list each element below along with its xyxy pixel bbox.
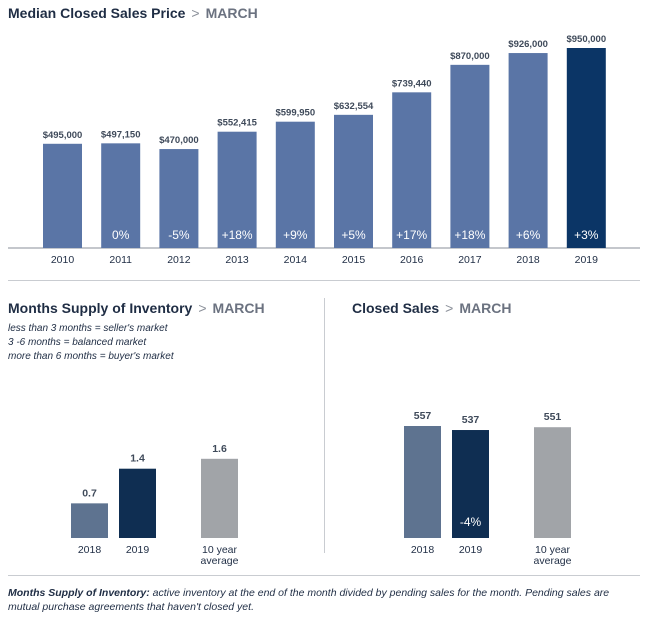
bar-2011 (101, 143, 141, 248)
price-chart-title: Median Closed Sales Price > MARCH (8, 5, 258, 21)
value-label-2015: $632,554 (334, 101, 374, 112)
tick-label-2018: 2018 (516, 254, 540, 266)
change-label-2018: +6% (516, 228, 541, 242)
value-label-2016: $739,440 (392, 78, 432, 89)
supply-legend: less than 3 months = seller's market 3 -… (8, 322, 174, 364)
sales-title-separator: > (445, 300, 454, 316)
supply-tick-label-3-line2: average (201, 555, 239, 567)
section-divider-middle (324, 298, 325, 553)
change-label-2011: 0% (112, 228, 130, 242)
sales-title-month: MARCH (459, 300, 512, 316)
legend-line-sellers: less than 3 months = seller's market (8, 323, 168, 334)
sales-value-label-2: 537 (462, 414, 480, 426)
tick-label-2011: 2011 (109, 254, 132, 266)
change-label-2017: +18% (454, 228, 485, 242)
supply-value-label-2: 1.4 (130, 453, 145, 465)
supply-bar-1 (71, 503, 108, 538)
tick-label-2012: 2012 (167, 254, 191, 266)
supply-title-main: Months Supply of Inventory (8, 300, 193, 316)
footnote-term: Months Supply of Inventory: (8, 587, 150, 599)
tick-label-2017: 2017 (458, 254, 482, 266)
bar-2014 (275, 121, 315, 248)
change-label-2014: +9% (283, 228, 308, 242)
bar-2016 (392, 92, 432, 248)
supply-title-separator: > (198, 300, 207, 316)
section-divider-top (8, 280, 640, 281)
bar-2019 (566, 48, 606, 248)
supply-bar-3 (201, 458, 238, 538)
change-label-2019: +3% (574, 228, 599, 242)
value-label-2014: $599,950 (275, 108, 315, 119)
legend-line-balanced: 3 -6 months = balanced market (8, 337, 147, 348)
value-label-2018: $926,000 (508, 39, 548, 50)
sales-value-label-3: 551 (544, 411, 562, 423)
supply-value-label-1: 0.7 (82, 487, 97, 499)
value-label-2013: $552,415 (217, 118, 257, 129)
supply-value-label-3: 1.6 (212, 443, 227, 455)
supply-title-month: MARCH (212, 300, 265, 316)
supply-tick-label-2: 2019 (126, 544, 150, 556)
tick-label-2014: 2014 (284, 254, 308, 266)
supply-tick-label-1: 2018 (78, 544, 102, 556)
sales-tick-label-3: 10 year (535, 544, 571, 556)
bar-2017 (450, 64, 490, 248)
footnote: Months Supply of Inventory: active inven… (8, 586, 628, 614)
sales-bar-1 (404, 426, 441, 538)
value-label-2017: $870,000 (450, 51, 490, 62)
value-label-2012: $470,000 (159, 135, 199, 146)
supply-bar-2 (119, 468, 156, 538)
tick-label-2013: 2013 (225, 254, 249, 266)
value-label-2011: $497,150 (101, 129, 141, 140)
bar-2012 (159, 149, 199, 248)
change-label-2012: -5% (168, 228, 190, 242)
sales-bar-3 (534, 427, 571, 538)
sales-tick-label-2: 2019 (459, 544, 483, 556)
change-label-2015: +5% (341, 228, 366, 242)
price-title-main: Median Closed Sales Price (8, 5, 186, 21)
supply-tick-label-3: 10 year (202, 544, 238, 556)
supply-chart-title: Months Supply of Inventory > MARCH (8, 300, 265, 316)
section-divider-bottom (8, 575, 640, 576)
sales-bar-2 (452, 430, 489, 538)
sales-title-main: Closed Sales (352, 300, 440, 316)
price-chart: $495,000 2010 $497,150 0% 2011 $470,000 -5% 201… (8, 34, 640, 266)
tick-label-2016: 2016 (400, 254, 424, 266)
bar-2018 (508, 53, 548, 249)
change-label-2016: +17% (396, 228, 427, 242)
price-title-separator: > (191, 5, 200, 21)
sales-change-label-2: -4% (460, 515, 482, 529)
bar-2010 (43, 143, 82, 248)
tick-label-2019: 2019 (575, 254, 599, 266)
change-label-2013: +18% (222, 228, 253, 242)
price-title-month: MARCH (205, 5, 258, 21)
bar-2013 (217, 131, 257, 248)
tick-label-2010: 2010 (51, 254, 75, 266)
tick-label-2015: 2015 (342, 254, 366, 266)
sales-value-label-1: 557 (414, 410, 432, 422)
sales-tick-label-3-line2: average (534, 555, 572, 567)
legend-line-buyers: more than 6 months = buyer's market (8, 351, 174, 362)
bar-2015 (334, 114, 373, 248)
sales-chart-title: Closed Sales > MARCH (352, 300, 511, 316)
value-label-2010: $495,000 (43, 130, 83, 141)
footnote-text: active inventory at the end of the month… (8, 587, 610, 613)
value-label-2019: $950,000 (566, 34, 606, 45)
sales-tick-label-1: 2018 (411, 544, 435, 556)
